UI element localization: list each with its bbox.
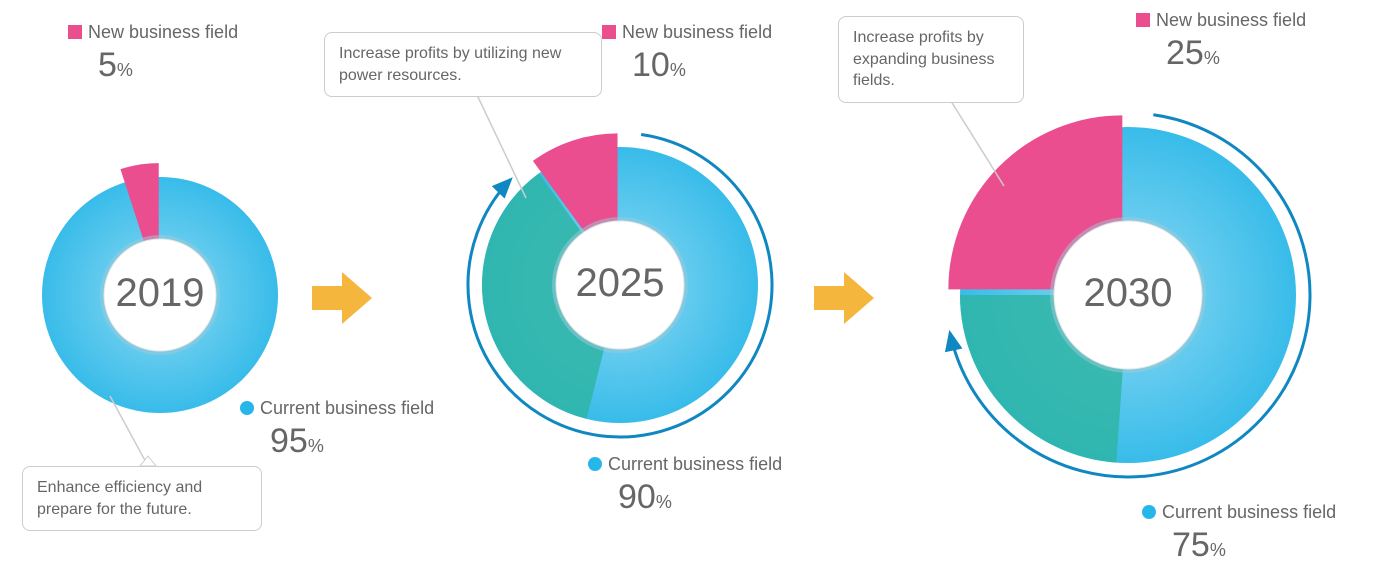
- pink-bullet-icon: [1136, 13, 1150, 27]
- legend-new-text: New business field: [1156, 10, 1306, 30]
- callout-box: Increase profits by utilizing new power …: [324, 32, 602, 97]
- legend-current-pct: 90%: [618, 478, 672, 517]
- legend-current-text: Current business field: [1162, 502, 1336, 522]
- legend-new: New business field: [1136, 10, 1306, 31]
- callout-box: Enhance efficiency and prepare for the f…: [22, 466, 262, 531]
- legend-new-text: New business field: [88, 22, 238, 42]
- legend-current: Current business field: [1142, 502, 1336, 523]
- legend-current-pct: 95%: [270, 422, 324, 461]
- legend-current-text: Current business field: [608, 454, 782, 474]
- legend-current: Current business field: [240, 398, 434, 419]
- year-label: 2030: [1073, 271, 1183, 316]
- year-label: 2019: [105, 271, 215, 316]
- callout-pointer: [473, 86, 526, 198]
- legend-current: Current business field: [588, 454, 782, 475]
- blue-bullet-icon: [1142, 505, 1156, 519]
- legend-new: New business field: [602, 22, 772, 43]
- pink-bullet-icon: [602, 25, 616, 39]
- legend-current-text: Current business field: [260, 398, 434, 418]
- legend-new-pct: 25%: [1166, 34, 1220, 73]
- year-label: 2025: [565, 261, 675, 306]
- blue-bullet-icon: [240, 401, 254, 415]
- progress-arrow: [814, 272, 874, 324]
- callout-box: Increase profits by expanding business f…: [838, 16, 1024, 103]
- pink-bullet-icon: [68, 25, 82, 39]
- progress-arrow: [312, 272, 372, 324]
- blue-bullet-icon: [588, 457, 602, 471]
- legend-current-pct: 75%: [1172, 526, 1226, 565]
- legend-new: New business field: [68, 22, 238, 43]
- legend-new-pct: 10%: [632, 46, 686, 85]
- legend-new-pct: 5%: [98, 46, 133, 85]
- legend-new-text: New business field: [622, 22, 772, 42]
